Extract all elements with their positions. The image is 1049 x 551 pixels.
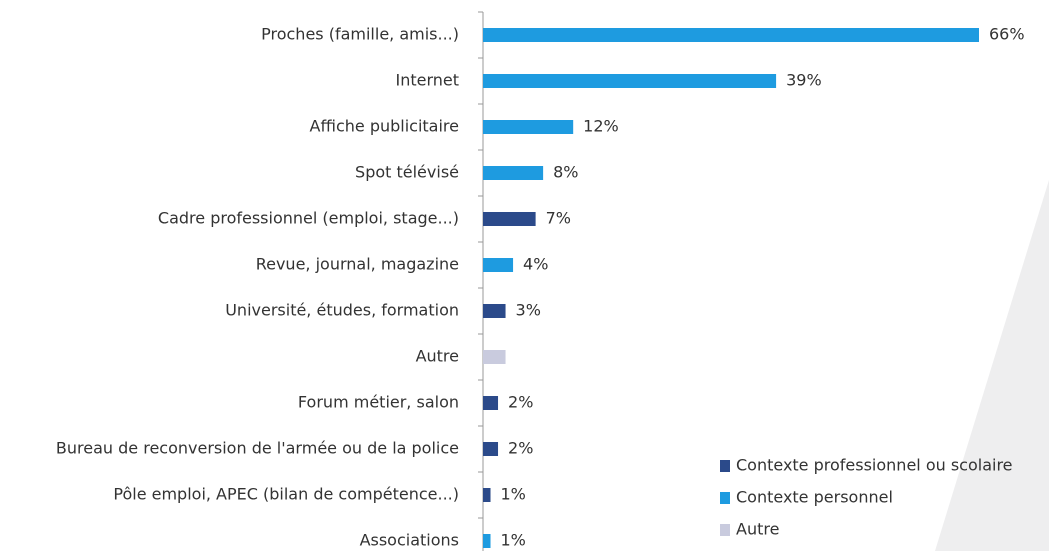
legend-label: Contexte personnel xyxy=(736,488,893,507)
value-label: 3% xyxy=(516,301,541,320)
legend-label: Autre xyxy=(736,520,779,539)
value-label: 2% xyxy=(508,439,533,458)
category-label: Cadre professionnel (emploi, stage...) xyxy=(158,209,459,228)
value-label: 4% xyxy=(523,255,548,274)
category-label: Autre xyxy=(416,347,459,366)
category-label: Forum métier, salon xyxy=(298,393,459,412)
category-label: Spot télévisé xyxy=(355,163,459,182)
category-label: Affiche publicitaire xyxy=(310,117,459,136)
legend-swatch xyxy=(720,492,730,504)
value-label: 1% xyxy=(501,531,526,550)
category-label: Université, études, formation xyxy=(225,301,459,320)
bar xyxy=(483,212,536,226)
bar xyxy=(483,350,506,364)
bar xyxy=(483,442,499,456)
value-label: 39% xyxy=(786,71,822,90)
legend-swatch xyxy=(720,460,730,472)
legend-swatch xyxy=(720,524,730,536)
value-label: 1% xyxy=(501,485,526,504)
bar xyxy=(483,534,491,548)
bar xyxy=(483,74,777,88)
value-label: 2% xyxy=(508,393,533,412)
category-label: Revue, journal, magazine xyxy=(256,255,459,274)
bar xyxy=(483,304,506,318)
value-label: 7% xyxy=(546,209,571,228)
bar xyxy=(483,166,544,180)
decor-stripe xyxy=(935,180,1049,551)
bar xyxy=(483,488,491,502)
value-label: 12% xyxy=(583,117,619,136)
category-label: Bureau de reconversion de l'armée ou de … xyxy=(56,439,459,458)
category-label: Pôle emploi, APEC (bilan de compétence..… xyxy=(113,485,459,504)
bar xyxy=(483,396,499,410)
bar xyxy=(483,120,574,134)
bar xyxy=(483,258,514,272)
category-label: Proches (famille, amis...) xyxy=(261,25,459,44)
category-label: Associations xyxy=(360,531,459,550)
category-label: Internet xyxy=(395,71,459,90)
bar xyxy=(483,28,979,42)
legend-label: Contexte professionnel ou scolaire xyxy=(736,456,1013,475)
value-label: 66% xyxy=(989,25,1025,44)
value-label: 8% xyxy=(553,163,578,182)
